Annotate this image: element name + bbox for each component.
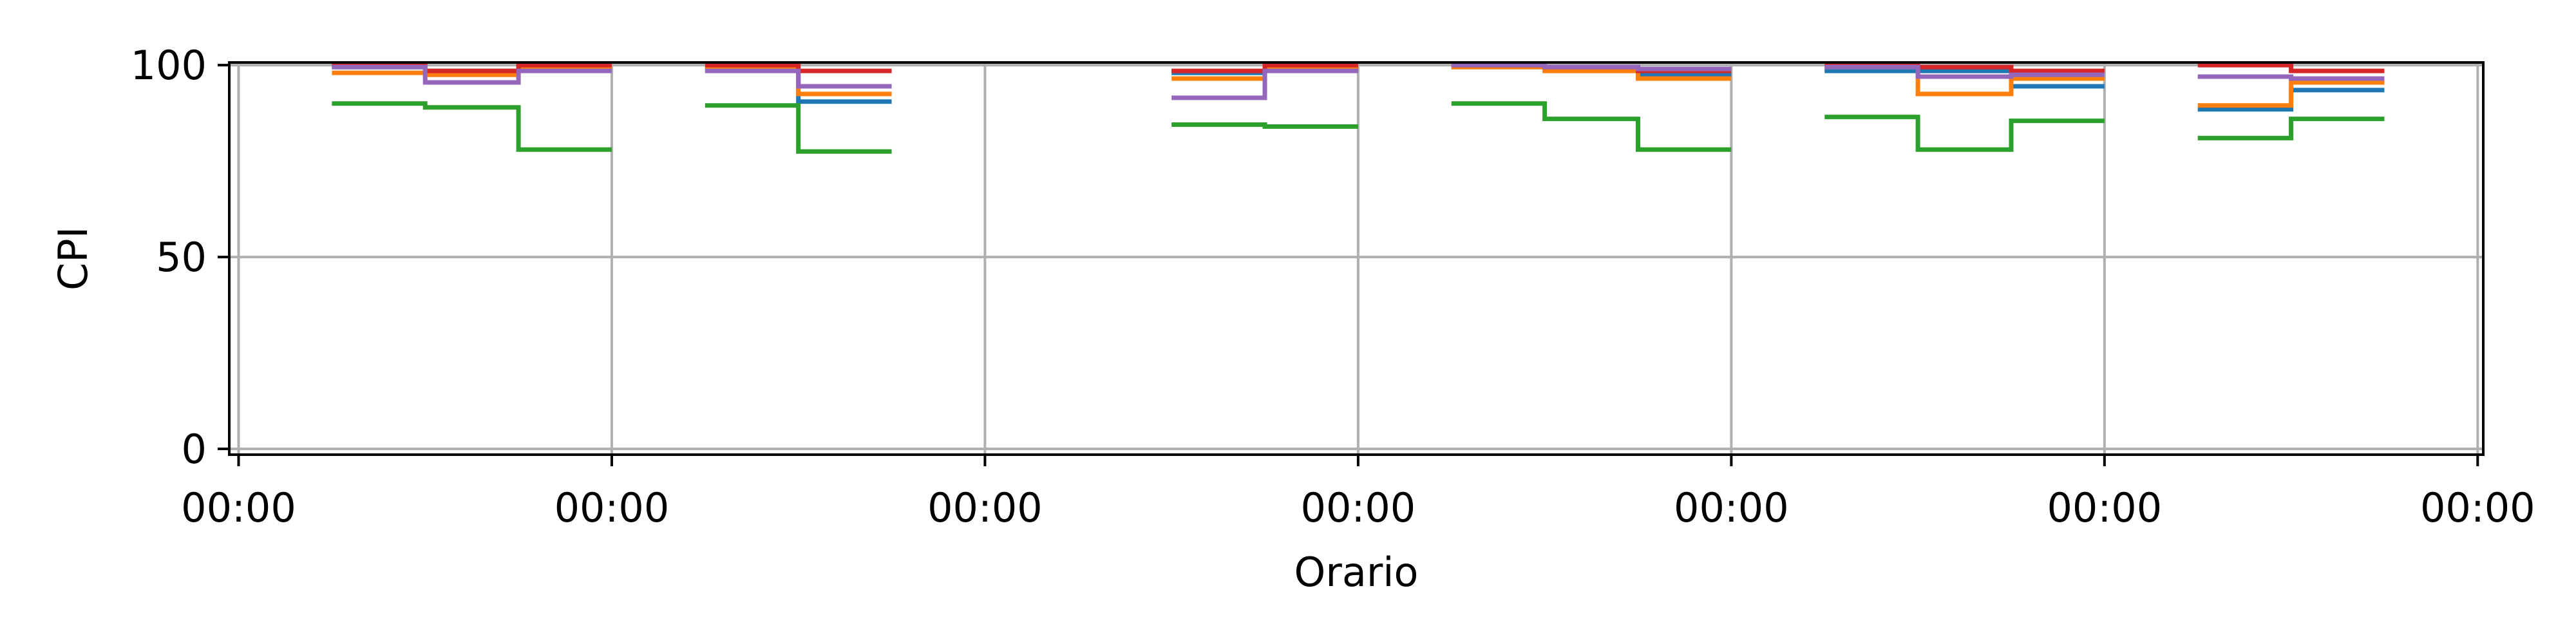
x-tick-label-2: 00:00 — [927, 484, 1043, 531]
series-3-segment-1 — [332, 101, 612, 152]
y-tick-label-0: 0 — [182, 426, 207, 473]
series-3-segment-3 — [1171, 122, 1358, 129]
series-3-segment-6 — [2197, 117, 2385, 140]
series-5-segment-2 — [705, 68, 892, 89]
x-tick-label-6: 00:00 — [2420, 484, 2535, 531]
series-5-segment-4 — [1451, 62, 1732, 71]
x-axis-label: Orario — [1294, 549, 1419, 596]
series-5-segment-1 — [332, 64, 612, 85]
x-tick-label-5: 00:00 — [2047, 484, 2162, 531]
series-3-segment-2 — [705, 103, 892, 154]
series-4-segment-3 — [1171, 62, 1358, 73]
series-4-segment-2 — [705, 62, 892, 73]
series-2-segment-6 — [2197, 80, 2385, 108]
series-lines — [332, 62, 2385, 154]
series-5-segment-3 — [1171, 68, 1358, 100]
x-tick-label-0: 00:00 — [181, 484, 296, 531]
y-tick-label-2: 100 — [131, 42, 207, 89]
axis-ticks: 00:00 00:00 00:00 00:00 00:00 00:00 00:00 0 50 10… — [131, 42, 2535, 531]
x-tick-label-1: 00:00 — [554, 484, 670, 531]
series-3-segment-5 — [1824, 115, 2105, 152]
x-tick-label-3: 00:00 — [1301, 484, 1416, 531]
plot-frame — [228, 61, 2485, 456]
series-3-segment-4 — [1451, 101, 1732, 152]
x-tick-label-4: 00:00 — [1674, 484, 1789, 531]
series-4-segment-6 — [2197, 62, 2385, 73]
series-5-segment-6 — [2197, 74, 2385, 81]
y-axis-label: CPI — [50, 227, 97, 290]
y-tick-label-1: 50 — [156, 234, 207, 281]
series-5-segment-5 — [1824, 64, 2105, 79]
